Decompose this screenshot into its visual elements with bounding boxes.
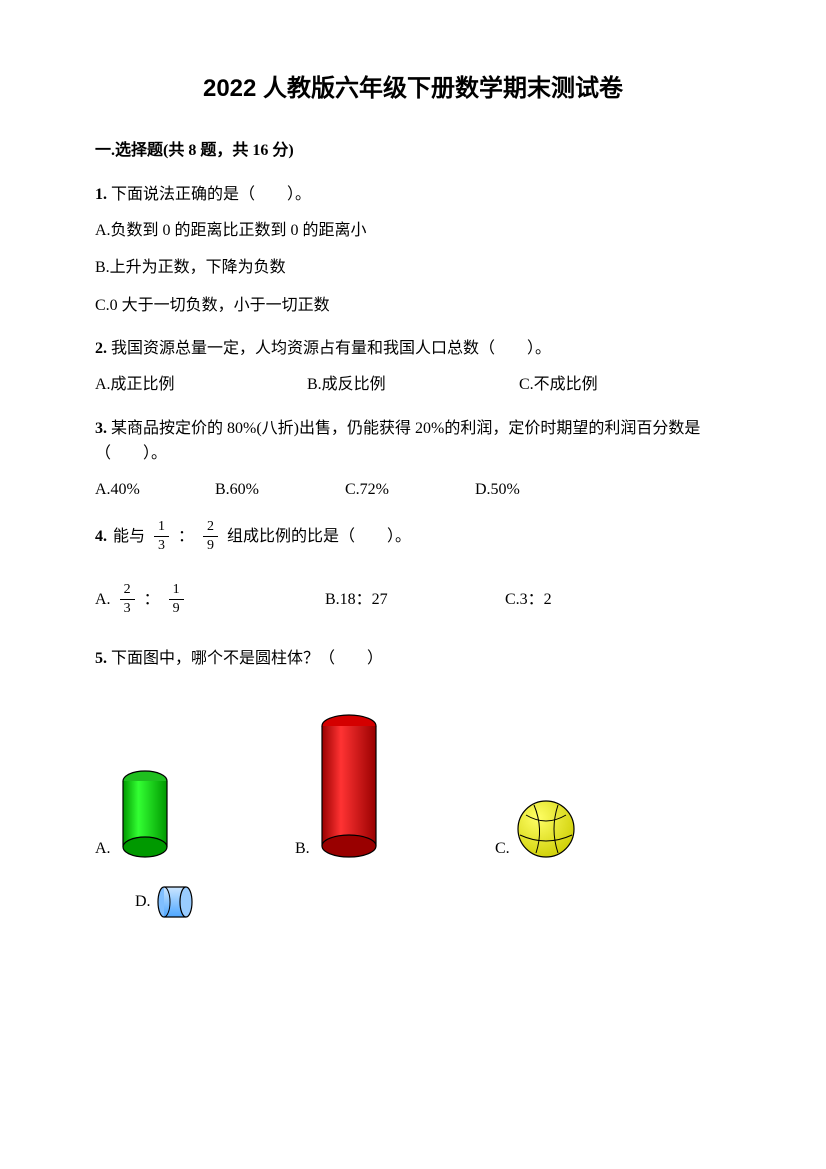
q5-body: 下面图中，哪个不是圆柱体？（ ）: [111, 650, 383, 667]
q1-opt-c: C.0 大于一切负数，小于一切正数: [95, 293, 731, 319]
q3-text: 3. 某商品按定价的 80%(八折)出售，仍能获得 20%的利润，定价时期望的利…: [95, 416, 731, 467]
q4-post: 组成比例的比是（ ）。: [227, 524, 411, 550]
q4-pre: 能与: [113, 524, 145, 550]
question-2: 2. 我国资源总量一定，人均资源占有量和我国人口总数（ ）。 A.成正比例 B.…: [95, 336, 731, 397]
q4-a-frac1-den: 3: [120, 600, 135, 616]
q4-num: 4.: [95, 524, 107, 550]
q4-opt-c: C.3：2: [505, 587, 625, 613]
q4-a-label: A.: [95, 587, 111, 613]
question-1: 1. 下面说法正确的是（ ）。 A.负数到 0 的距离比正数到 0 的距离小 B…: [95, 182, 731, 318]
q5-shapes-row: A. B.: [95, 712, 731, 862]
q5-num: 5.: [95, 650, 107, 667]
q3-body: 某商品按定价的 80%(八折)出售，仍能获得 20%的利润，定价时期望的利润百分…: [95, 420, 700, 463]
q5-d-label: D.: [135, 889, 151, 915]
q4-frac2: 2 9: [203, 520, 218, 553]
q4-a-frac2-num: 1: [169, 583, 184, 600]
q5-c-label: C.: [495, 836, 510, 862]
question-3: 3. 某商品按定价的 80%(八折)出售，仍能获得 20%的利润，定价时期望的利…: [95, 416, 731, 503]
q3-opt-d: D.50%: [475, 477, 605, 503]
q2-opt-a: A.成正比例: [95, 372, 307, 398]
q4-text: 4. 能与 1 3 ： 2 9 组成比例的比是（ ）。: [95, 520, 731, 553]
q5-text: 5. 下面图中，哪个不是圆柱体？（ ）: [95, 646, 731, 672]
q5-shape-c: C.: [495, 797, 645, 862]
q4-a-frac1-num: 2: [120, 583, 135, 600]
q5-shape-b: B.: [295, 712, 495, 862]
q3-opt-a: A.40%: [95, 477, 215, 503]
q1-opt-a: A.负数到 0 的距离比正数到 0 的距离小: [95, 218, 731, 244]
red-cylinder-icon: [314, 712, 384, 862]
q5-a-label: A.: [95, 836, 111, 862]
q4-colon1: ：: [178, 524, 194, 550]
q3-opt-b: B.60%: [215, 477, 345, 503]
q1-opt-b: B.上升为正数，下降为负数: [95, 255, 731, 281]
q4-frac2-num: 2: [203, 520, 218, 537]
q4-options: A. 2 3 ： 1 9 B.18：27 C.3：2: [95, 583, 731, 616]
q4-frac2-den: 9: [203, 537, 218, 553]
q1-options: A.负数到 0 的距离比正数到 0 的距离小 B.上升为正数，下降为负数 C.0…: [95, 218, 731, 319]
q2-options: A.成正比例 B.成反比例 C.不成比例: [95, 372, 731, 398]
q3-num: 3.: [95, 420, 107, 437]
q1-body: 下面说法正确的是（ ）。: [111, 186, 311, 203]
section-header: 一.选择题(共 8 题，共 16 分): [95, 138, 731, 164]
yellow-ball-icon: [514, 797, 579, 862]
question-5: 5. 下面图中，哪个不是圆柱体？（ ） A.: [95, 646, 731, 922]
q4-a-frac2-den: 9: [169, 600, 184, 616]
q5-shape-a: A.: [95, 767, 295, 862]
q2-opt-c: C.不成比例: [519, 372, 731, 398]
question-4: 4. 能与 1 3 ： 2 9 组成比例的比是（ ）。 A. 2 3 ： 1 9…: [95, 520, 731, 616]
q4-opt-a: A. 2 3 ： 1 9: [95, 583, 325, 616]
q4-a-colon: ：: [144, 587, 160, 613]
q1-num: 1.: [95, 186, 107, 203]
blue-cylinder-icon: [155, 882, 195, 922]
green-cylinder-icon: [115, 767, 175, 862]
q2-text: 2. 我国资源总量一定，人均资源占有量和我国人口总数（ ）。: [95, 336, 731, 362]
q4-frac1: 1 3: [154, 520, 169, 553]
q2-opt-b: B.成反比例: [307, 372, 519, 398]
q4-a-frac1: 2 3: [120, 583, 135, 616]
q2-num: 2.: [95, 340, 107, 357]
page-title: 2022 人教版六年级下册数学期末测试卷: [95, 70, 731, 108]
q1-text: 1. 下面说法正确的是（ ）。: [95, 182, 731, 208]
q4-frac1-den: 3: [154, 537, 169, 553]
q3-options: A.40% B.60% C.72% D.50%: [95, 477, 731, 503]
q2-body: 我国资源总量一定，人均资源占有量和我国人口总数（ ）。: [111, 340, 551, 357]
q3-opt-c: C.72%: [345, 477, 475, 503]
q5-shape-d: D.: [135, 882, 731, 922]
q5-b-label: B.: [295, 836, 310, 862]
q4-opt-b: B.18：27: [325, 587, 505, 613]
q4-a-frac2: 1 9: [169, 583, 184, 616]
q4-frac1-num: 1: [154, 520, 169, 537]
